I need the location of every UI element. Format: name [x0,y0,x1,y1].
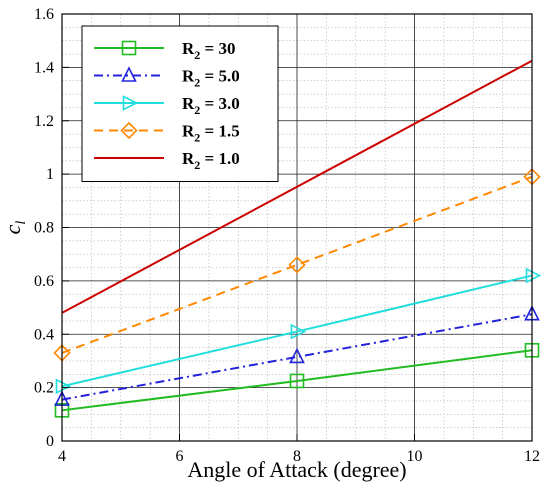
series-layer [53,59,542,418]
y-axis-title-sub: l [14,221,29,225]
y-tick-label: 1.4 [34,59,54,76]
y-axis-title: cl [0,221,29,235]
series-line-2 [61,274,533,388]
legend-marker-2 [122,95,139,111]
x-tick-label: 10 [407,448,423,465]
y-tick-label: 1.6 [34,6,54,23]
series-line-4 [61,59,533,314]
legend-marker-3 [120,121,138,140]
x-tick-label: 8 [293,448,301,465]
y-tick-label: 0.4 [34,326,54,343]
legend-label-1: R2 = 5.0 [182,67,240,90]
data-point-2-0 [55,378,72,395]
x-tick-label: 12 [524,448,540,465]
series-4 [61,59,533,314]
data-point-1-1 [289,347,305,364]
series-line-1 [61,313,533,401]
y-tick-label: 1.2 [34,113,54,130]
data-point-2-2 [525,267,542,284]
series-line-3 [61,175,533,354]
ticks: 4 6 8 10 12 0 0.2 0.4 0.6 0.8 1 1.2 1.4 1.6 [34,6,540,465]
legend-label-4: R2 = 1.0 [182,149,240,172]
y-tick-label: 0.8 [34,220,54,237]
series-2 [55,267,542,395]
legend-label-3: R2 = 1.5 [182,122,240,145]
data-point-3-1 [288,256,306,274]
legend: R2 = 30 R2 = 5.0 R2 = 3.0 R2 = 1.5 R2 = 1.0 [81,25,279,182]
legend-marker-1 [121,66,137,82]
legend-label-2: R2 = 3.0 [182,94,240,117]
data-point-0-1 [289,373,305,389]
y-axis-title-main: c [0,224,25,234]
series-line-0 [61,349,533,412]
x-tick-label: 4 [58,448,66,465]
x-axis-title: Angle of Attack (degree) [187,457,406,482]
legend-marker-0 [121,40,137,56]
x-tick-label: 6 [176,448,184,465]
data-point-2-1 [290,323,307,340]
y-tick-label: 0.6 [34,273,54,290]
y-tick-label: 0 [46,433,54,450]
legend-label-0: R2 = 30 [182,39,235,62]
y-tick-label: 0.2 [34,380,54,397]
y-tick-label: 1 [46,166,54,183]
